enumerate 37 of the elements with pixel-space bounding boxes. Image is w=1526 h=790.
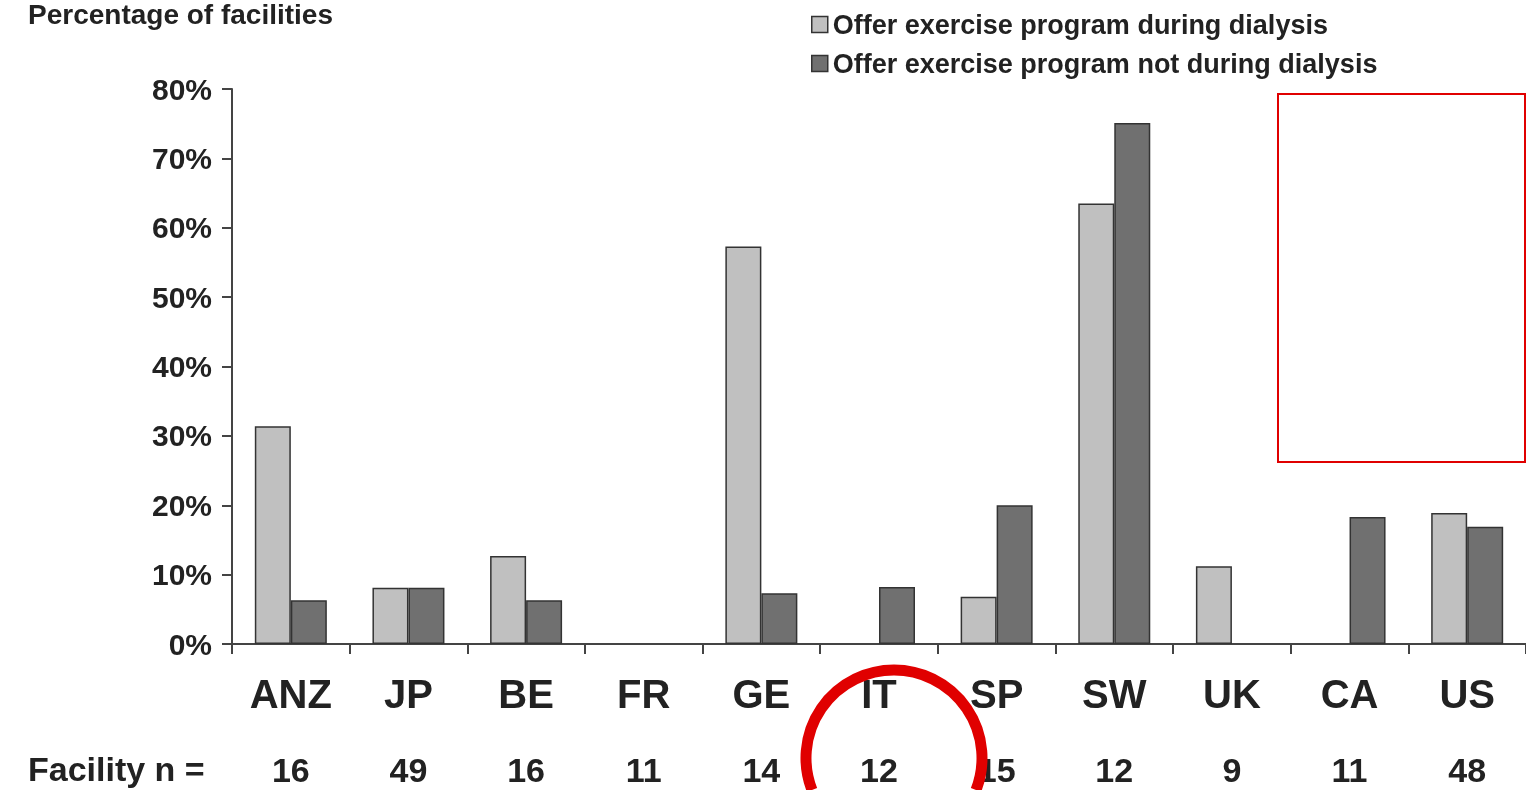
text: Facility n = [28,750,205,788]
y-tick-label: 40% [151,350,212,383]
text: 11 [1331,751,1368,789]
y-tick-label: 50% [151,280,212,314]
x-tick-label: ANZ [249,672,332,716]
x-tick-label: SW [1082,672,1147,716]
text: 11 [625,751,662,789]
x-tick-label: FR [617,672,671,716]
text: 14 [742,751,781,789]
x-tick-label: JP [383,672,433,716]
y-tick-label: 30% [151,419,212,453]
y-tick-label: 20% [151,488,212,522]
y-tick-label: 70% [151,141,212,175]
x-tick-label: GE [732,672,791,716]
y-tick-label: 0% [168,627,212,661]
text: 12 [860,751,898,789]
legend-label: Offer exercise program during dialysis [832,9,1328,40]
bar [1349,517,1386,644]
bar [1195,566,1232,644]
bar [879,587,915,644]
text: 16 [271,751,310,789]
x-tick-label: US [1439,672,1495,716]
x-tick-label: UK [1203,672,1261,716]
text: 49 [389,751,428,789]
text: 48 [1448,751,1487,789]
text: 9 [1222,751,1242,789]
y-tick-label: 80% [151,72,212,106]
text: 12 [1095,751,1134,789]
text: 16 [507,751,545,789]
x-tick-label: IT [861,672,897,716]
chart-title: Percentage of facilities [28,0,334,30]
y-tick-label: 10% [151,558,212,592]
x-tick-label: BE [498,672,554,716]
x-tick-label: SP [969,672,1024,716]
legend-label: Offer exercise program not during dialysis [832,48,1378,79]
x-tick-label: CA [1320,672,1379,716]
y-tick-label: 60% [151,211,212,245]
